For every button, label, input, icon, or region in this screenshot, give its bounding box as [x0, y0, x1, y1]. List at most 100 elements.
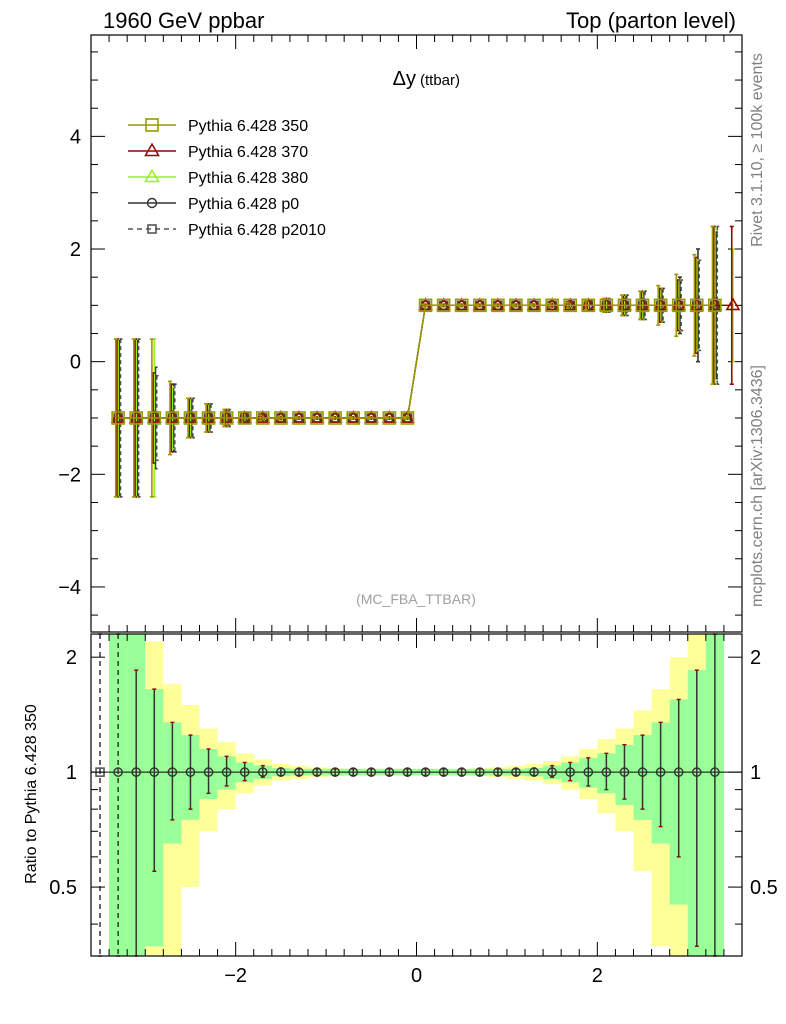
legend-label: Pythia 6.428 370 [188, 144, 308, 161]
ratio-y-tick-label-left: 1 [66, 762, 77, 784]
ratio-ylabel: Ratio to Pythia 6.428 350 [23, 704, 40, 884]
ratio-point [637, 767, 648, 777]
series-point [509, 298, 523, 313]
series-point [219, 411, 234, 425]
series-point [310, 411, 324, 425]
ratio-point [456, 767, 467, 777]
main-plot: −4 −2 0 2 4 [58, 34, 743, 633]
main-y-tick-label: 0 [70, 352, 81, 374]
ratio-point [583, 767, 594, 777]
series-point [364, 411, 379, 425]
ratio-point [366, 767, 377, 777]
ratio-plot-frame [90, 633, 743, 957]
ratio-point [113, 767, 123, 777]
series-point [129, 411, 144, 425]
ratio-point [601, 767, 612, 777]
series-point [201, 411, 216, 425]
ratio-point [239, 767, 250, 777]
legend-marker [146, 197, 158, 209]
series-point [545, 298, 559, 313]
ratio-point [438, 767, 449, 777]
series-point [581, 298, 596, 313]
series-point [237, 411, 252, 425]
legend-marker [144, 142, 160, 157]
ratio-point [348, 767, 359, 777]
ratio-point [565, 767, 576, 777]
series-point [292, 411, 306, 425]
series-point [472, 298, 487, 313]
ratio-plot: 0.5 0.5 1 1 2 2 −2 0 2 [49, 633, 778, 987]
series-point [436, 298, 451, 313]
series-point [563, 298, 578, 313]
ratio-y-tick-label-right: 2 [750, 647, 761, 669]
main-plot-background [91, 35, 742, 632]
ratio-x-tick-label: 0 [411, 965, 422, 987]
main-title-sub: (ttbar) [420, 72, 460, 89]
ratio-point [384, 767, 395, 777]
ratio-point [511, 767, 521, 777]
main-title: Δy [393, 68, 416, 90]
main-y-tick-label: 2 [70, 239, 81, 261]
ratio-point [167, 767, 178, 777]
series-point [165, 411, 180, 425]
series-point [346, 411, 361, 425]
series-point [400, 411, 415, 425]
ratio-y-tick-label-left: 2 [66, 647, 77, 669]
legend-label: Pythia 6.428 p0 [188, 196, 299, 213]
ratio-point [474, 767, 485, 777]
series-point [653, 298, 668, 313]
ratio-point [185, 767, 196, 777]
legend-marker [144, 168, 160, 183]
series-point [454, 298, 469, 313]
legend-label: Pythia 6.428 p2010 [188, 222, 326, 239]
series-point [111, 411, 125, 425]
header-left: 1960 GeV ppbar [103, 8, 264, 33]
series-point [255, 411, 270, 425]
main-y-tick-label: 4 [70, 126, 81, 148]
main-y-tick-label: −2 [58, 464, 81, 486]
ratio-y-tick-label-left: 0.5 [49, 877, 77, 899]
watermark: (MC_FBA_TTBAR) [356, 591, 476, 607]
series-point [689, 298, 704, 313]
legend: Pythia 6.428 350 Pythia 6.428 370 Pythia 6… [128, 118, 326, 239]
ratio-x-tick-label: 2 [592, 965, 603, 987]
ratio-point [710, 767, 720, 777]
series-point [708, 298, 722, 313]
ratio-point [402, 767, 413, 777]
ratio-point [276, 767, 286, 777]
main-plot-frame [90, 34, 743, 633]
series-point [617, 298, 632, 313]
ratio-point [149, 767, 160, 777]
ratio-point [493, 767, 503, 777]
series-line-0 [118, 304, 715, 419]
series-point [671, 298, 686, 313]
series-point [599, 298, 614, 313]
series-point [147, 411, 162, 425]
ratio-point [529, 767, 539, 777]
ratio-y-tick-label-right: 0.5 [750, 877, 778, 899]
ratio-point [655, 767, 666, 777]
series-point [183, 411, 198, 425]
legend-label: Pythia 6.428 380 [188, 170, 308, 187]
ratio-x-tick-label: −2 [224, 965, 247, 987]
series-point [328, 411, 342, 425]
ratio-point [673, 767, 684, 777]
ratio-y-tick-label-right: 1 [750, 762, 761, 784]
ratio-point [203, 767, 214, 777]
series-point [725, 297, 741, 311]
rivet-label: Rivet 3.1.10, ≥ 100k events [749, 53, 766, 247]
main-y-tick-label: −4 [58, 577, 81, 599]
ratio-point [294, 767, 304, 777]
ratio-point [221, 767, 232, 777]
series-point [382, 411, 397, 425]
series-point [274, 411, 288, 425]
ratio-point [691, 767, 702, 777]
series-point [491, 298, 505, 313]
legend-marker [147, 224, 157, 234]
legend-marker [145, 118, 159, 132]
ratio-point [547, 767, 557, 777]
ratio-point [619, 767, 630, 777]
ratio-point [257, 767, 268, 777]
ratio-point [330, 767, 340, 777]
source-label: mcplots.cern.ch [arXiv:1306.3436] [749, 365, 766, 607]
